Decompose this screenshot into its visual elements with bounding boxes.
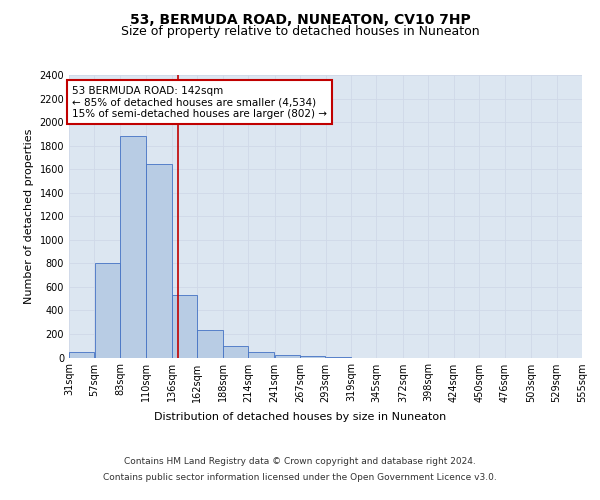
Bar bbox=[95, 264, 120, 358]
Bar bbox=[120, 136, 146, 358]
Text: Distribution of detached houses by size in Nuneaton: Distribution of detached houses by size … bbox=[154, 412, 446, 422]
Bar bbox=[300, 356, 325, 358]
Bar bbox=[275, 354, 300, 358]
Text: Contains HM Land Registry data © Crown copyright and database right 2024.: Contains HM Land Registry data © Crown c… bbox=[124, 458, 476, 466]
Bar bbox=[197, 330, 223, 357]
Bar bbox=[326, 357, 351, 358]
Bar bbox=[146, 164, 172, 358]
Text: Size of property relative to detached houses in Nuneaton: Size of property relative to detached ho… bbox=[121, 25, 479, 38]
Bar bbox=[248, 352, 274, 358]
Bar bbox=[172, 295, 197, 358]
Y-axis label: Number of detached properties: Number of detached properties bbox=[24, 128, 34, 304]
Bar bbox=[69, 352, 94, 358]
Bar bbox=[223, 346, 248, 358]
Text: Contains public sector information licensed under the Open Government Licence v3: Contains public sector information licen… bbox=[103, 472, 497, 482]
Text: 53, BERMUDA ROAD, NUNEATON, CV10 7HP: 53, BERMUDA ROAD, NUNEATON, CV10 7HP bbox=[130, 12, 470, 26]
Text: 53 BERMUDA ROAD: 142sqm
← 85% of detached houses are smaller (4,534)
15% of semi: 53 BERMUDA ROAD: 142sqm ← 85% of detache… bbox=[72, 86, 327, 119]
